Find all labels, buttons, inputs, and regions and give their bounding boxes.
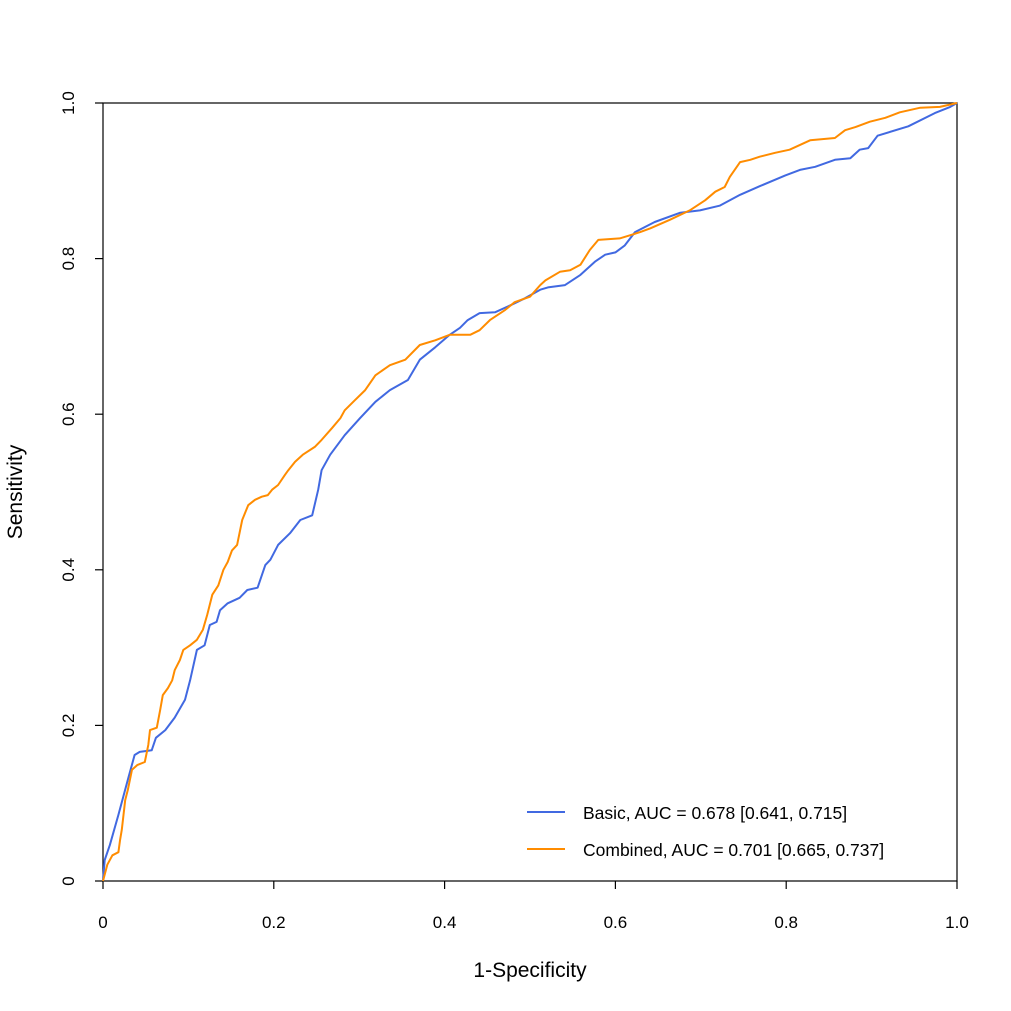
roc-curve-basic bbox=[102, 102, 958, 882]
x-axis-title: 1-Specificity bbox=[473, 959, 587, 982]
y-axis-title: Sensitivity bbox=[4, 444, 27, 539]
roc-curve-combined bbox=[102, 102, 958, 882]
x-tick-label: 1.0 bbox=[945, 913, 969, 932]
legend-label-basic: Basic, AUC = 0.678 [0.641, 0.715] bbox=[583, 803, 847, 823]
y-tick-label: 0.6 bbox=[59, 402, 78, 426]
x-axis: 0 0.2 0.4 0.6 0.8 1.0 bbox=[98, 881, 969, 932]
legend-label-combined: Combined, AUC = 0.701 [0.665, 0.737] bbox=[583, 840, 884, 860]
x-tick-label: 0.8 bbox=[774, 913, 798, 932]
x-tick-label: 0.6 bbox=[604, 913, 628, 932]
y-tick-label: 1.0 bbox=[59, 91, 78, 115]
y-tick-label: 0.4 bbox=[59, 558, 78, 582]
x-tick-label: 0 bbox=[98, 913, 107, 932]
x-tick-label: 0.4 bbox=[433, 913, 457, 932]
series-lines bbox=[102, 102, 958, 882]
y-tick-label: 0.8 bbox=[59, 247, 78, 271]
plot-frame bbox=[102, 102, 958, 882]
x-tick-label: 0.2 bbox=[262, 913, 286, 932]
y-axis: 0 0.2 0.4 0.6 0.8 1.0 bbox=[59, 91, 103, 886]
legend: Basic, AUC = 0.678 [0.641, 0.715] Combin… bbox=[527, 803, 884, 860]
y-tick-label: 0.2 bbox=[59, 714, 78, 738]
y-tick-label: 0 bbox=[59, 876, 78, 885]
